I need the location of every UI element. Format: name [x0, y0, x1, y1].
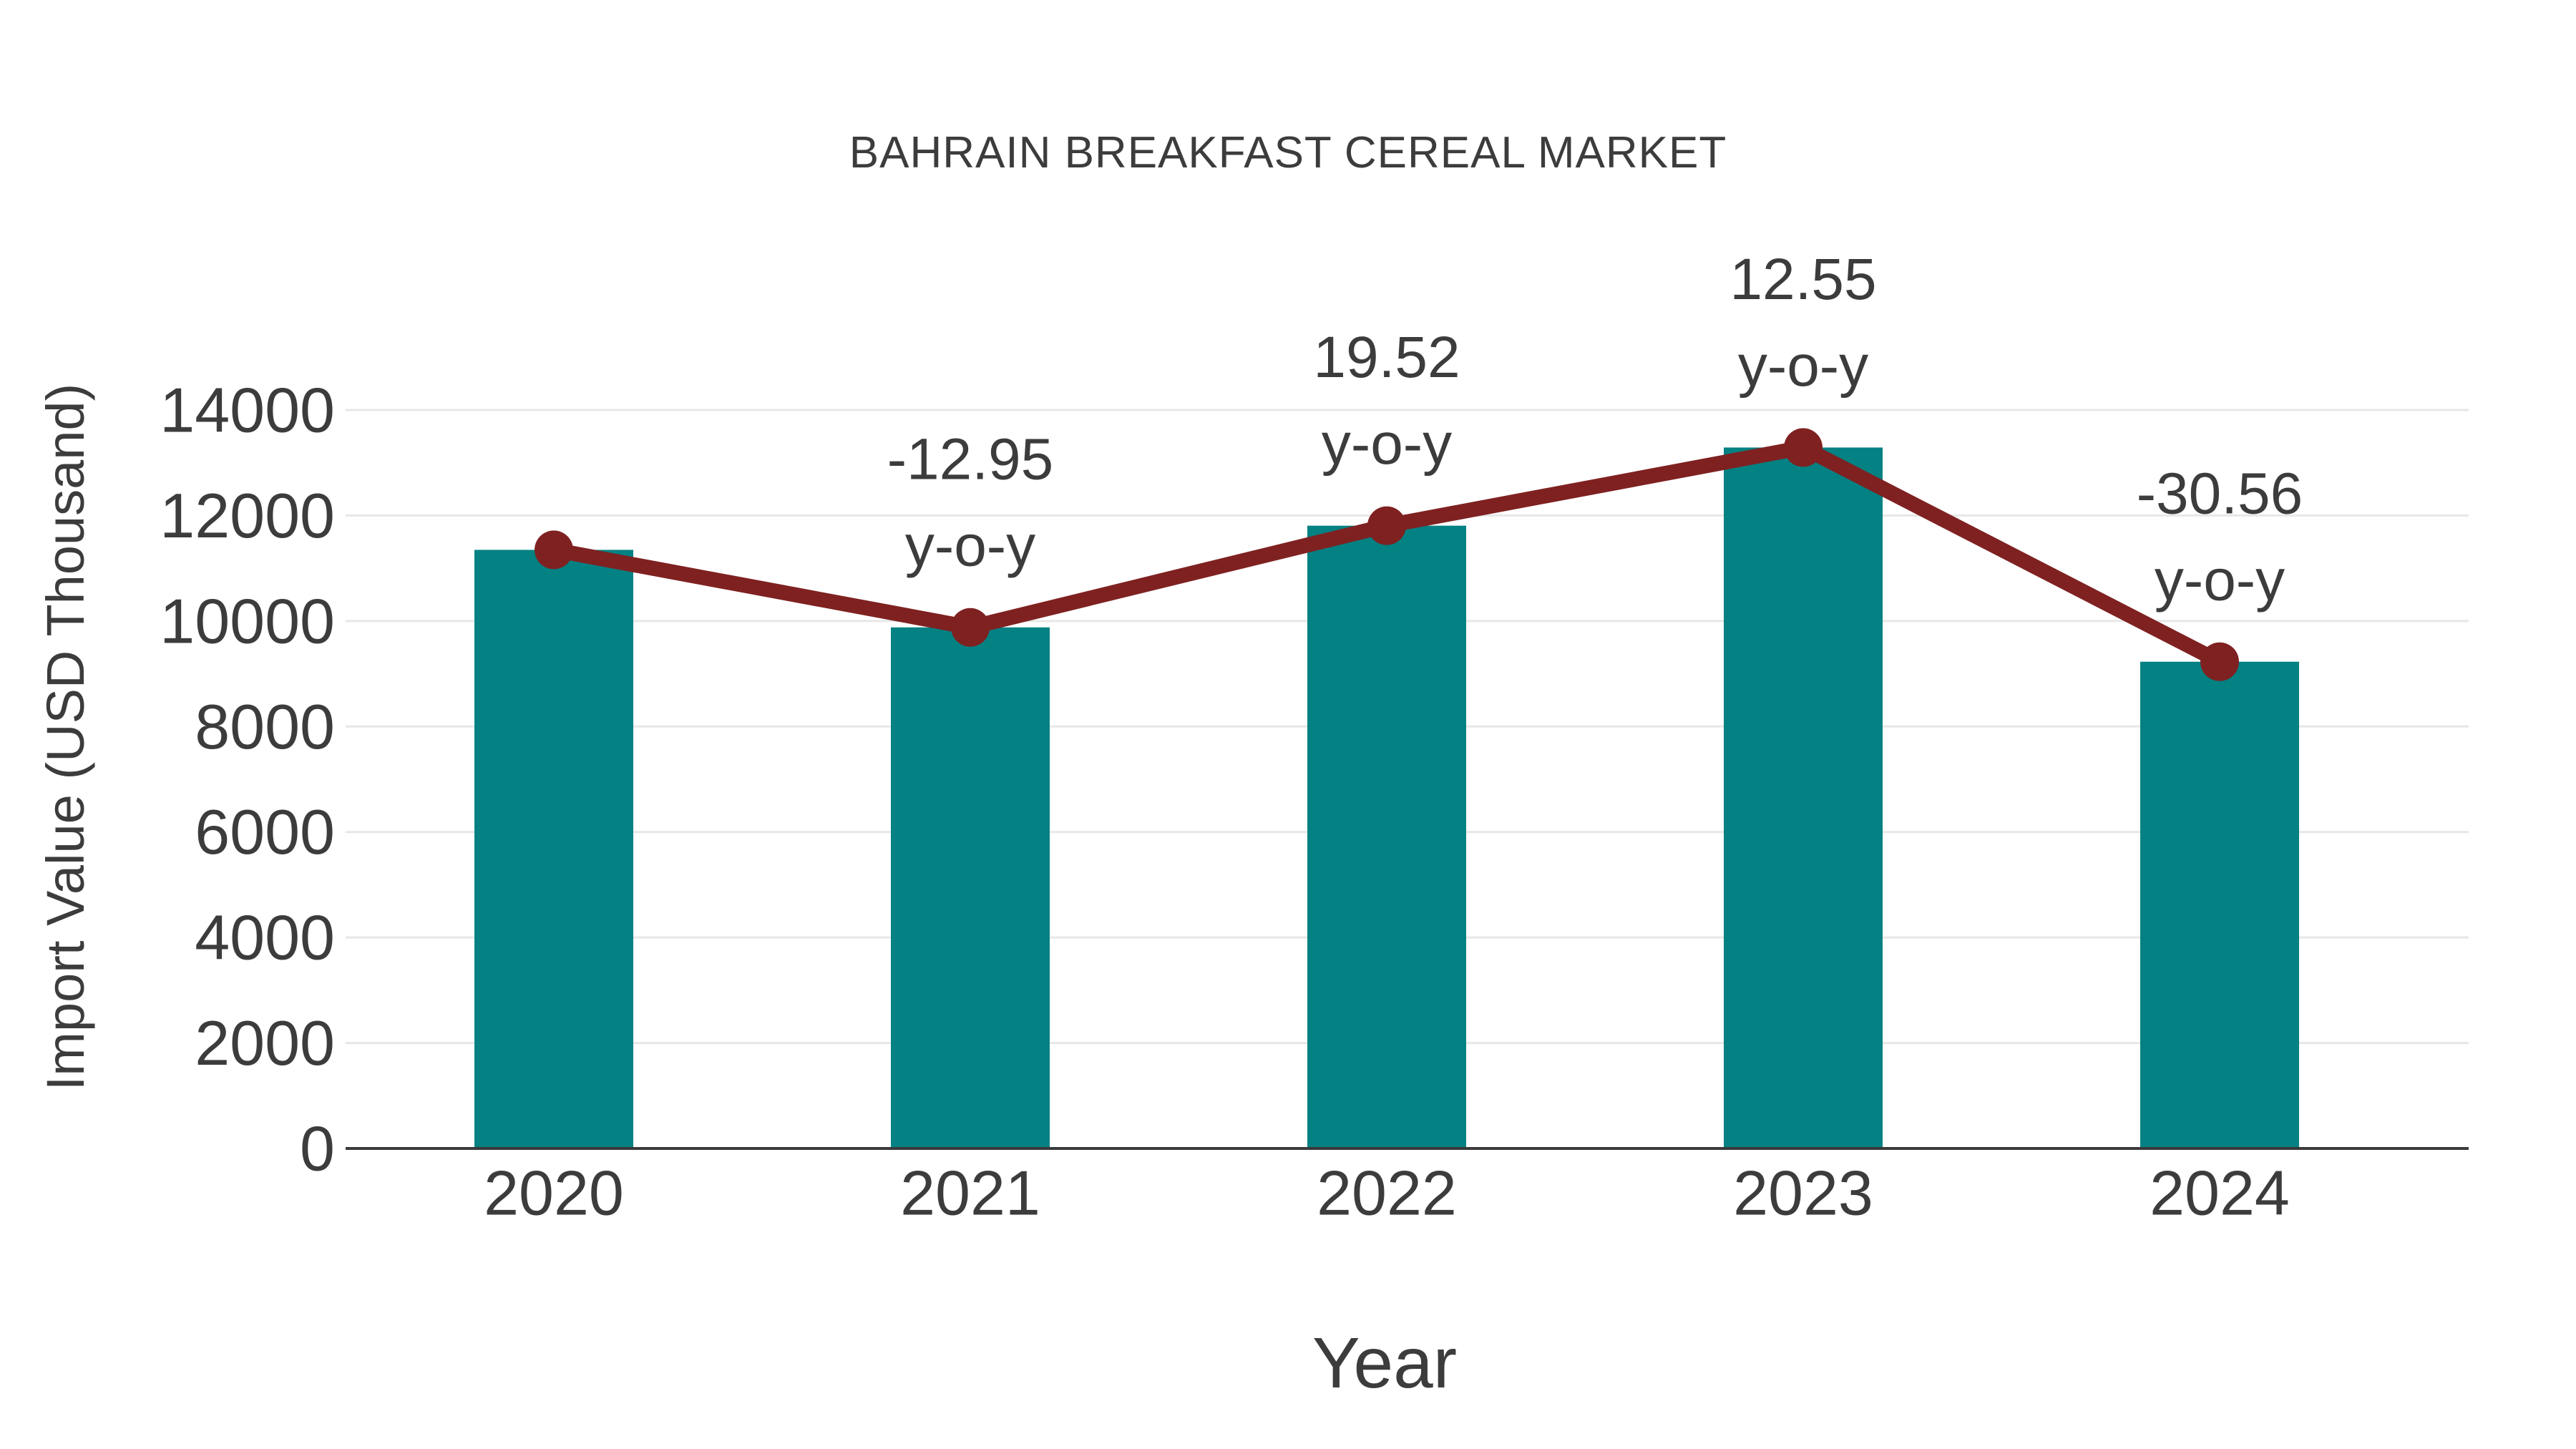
x-tick-label-2020: 2020 [484, 1158, 624, 1229]
annotation-2021-value: -12.95 [887, 426, 1054, 492]
chart-title: BAHRAIN BREAKFAST CEREAL MARKET [849, 128, 1727, 177]
bar-2020 [474, 550, 633, 1148]
bar-2023 [1724, 447, 1883, 1148]
y-tick-label-8000: 8000 [195, 691, 335, 762]
x-axis-title: Year [1312, 1323, 1458, 1403]
marker-2020 [535, 530, 573, 570]
marker-2023 [1784, 428, 1823, 467]
annotation-2022-value: 19.52 [1313, 325, 1460, 390]
y-tick-label-12000: 12000 [160, 480, 335, 551]
x-tick-label-2022: 2022 [1317, 1158, 1457, 1229]
y-tick-label-6000: 6000 [195, 796, 335, 867]
annotation-2023-value: 12.55 [1729, 247, 1876, 312]
y-tick-label-4000: 4000 [195, 902, 335, 973]
x-tick-label-2024: 2024 [2150, 1158, 2290, 1229]
y-tick-label-10000: 10000 [160, 585, 335, 656]
x-tick-label-2021: 2021 [900, 1158, 1040, 1229]
annotation-2021-label: y-o-y [905, 513, 1035, 578]
bar-2022 [1307, 525, 1466, 1148]
annotation-2022-label: y-o-y [1322, 411, 1452, 477]
marker-2022 [1367, 506, 1406, 545]
y-tick-label-0: 0 [300, 1113, 335, 1184]
marker-2024 [2200, 642, 2239, 681]
annotation-2024-value: -30.56 [2137, 461, 2303, 526]
bar-2021 [891, 627, 1050, 1148]
annotation-2023-label: y-o-y [1738, 333, 1868, 399]
x-tick-label-2023: 2023 [1733, 1158, 1873, 1229]
bar-2024 [2140, 661, 2299, 1148]
y-tick-label-14000: 14000 [160, 375, 335, 446]
marker-2021 [951, 608, 990, 647]
annotation-2024-label: y-o-y [2155, 547, 2285, 613]
y-tick-label-2000: 2000 [195, 1008, 335, 1078]
